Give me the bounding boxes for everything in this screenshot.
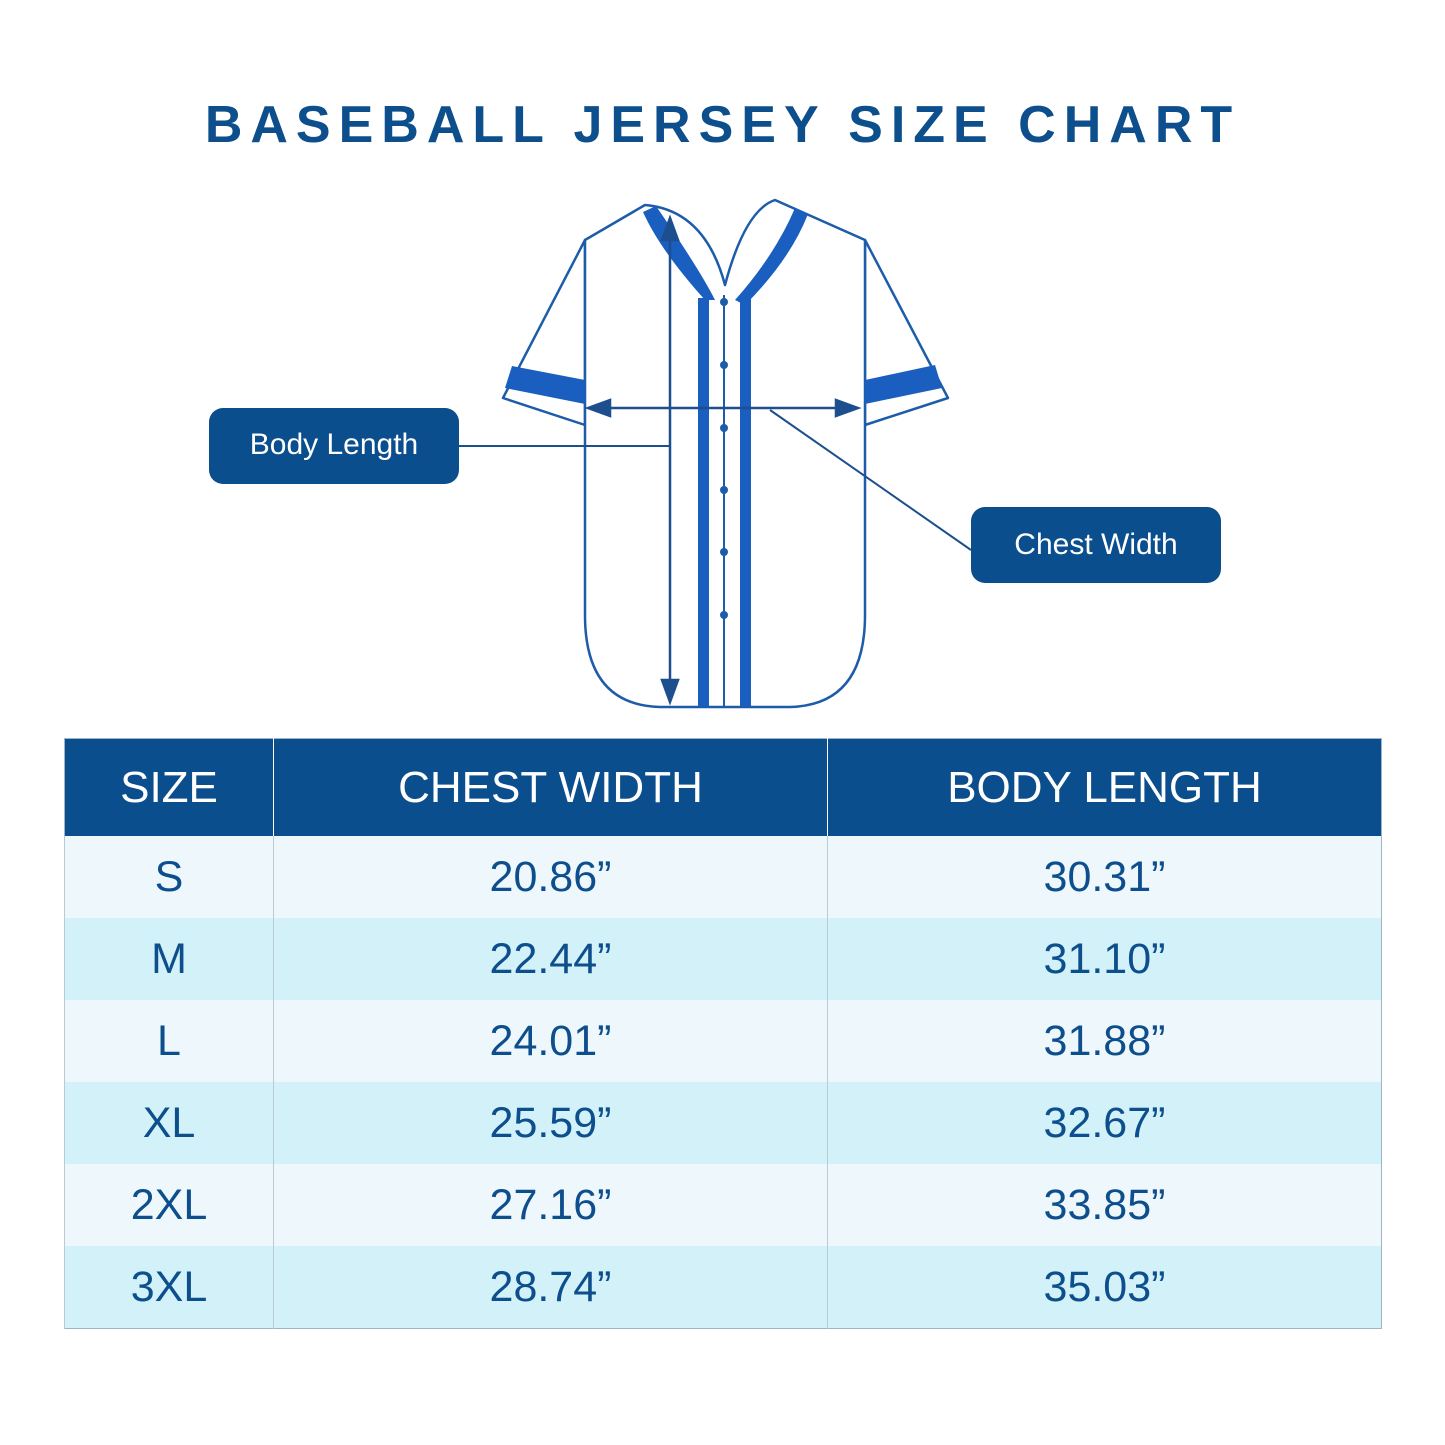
chest-width-label: Chest Width [1014, 528, 1177, 561]
table-cell: 30.31” [827, 836, 1382, 918]
table-cell: 25.59” [273, 1082, 828, 1164]
table-cell: 3XL [64, 1246, 274, 1329]
header-cell: SIZE [64, 738, 274, 836]
table-row: S 20.86” 30.31” [64, 836, 1382, 918]
table-cell: 20.86” [273, 836, 828, 918]
jersey-diagram: Body Length Chest Width [209, 198, 1221, 709]
table-cell: M [64, 918, 274, 1000]
table-cell: 31.88” [827, 1000, 1382, 1082]
table-cell: L [64, 1000, 274, 1082]
table-cell: 27.16” [273, 1164, 828, 1246]
table-cell: 2XL [64, 1164, 274, 1246]
body-length-label: Body Length [250, 428, 418, 461]
size-table: SIZE CHEST WIDTH BODY LENGTH S 20.86” 30.31”… [64, 738, 1382, 1329]
header-cell: BODY LENGTH [827, 738, 1382, 836]
table-row: M 22.44” 31.10” [64, 918, 1382, 1000]
header-cell: CHEST WIDTH [273, 738, 828, 836]
table-row: 2XL 27.16” 33.85” [64, 1164, 1382, 1246]
label-box [971, 507, 1221, 583]
table-cell: XL [64, 1082, 274, 1164]
table-row: XL 25.59” 32.67” [64, 1082, 1382, 1164]
title: BASEBALL JERSEY SIZE CHART [204, 96, 1241, 154]
table-cell: 31.10” [827, 918, 1382, 1000]
table-cell: 32.67” [827, 1082, 1382, 1164]
header-row: SIZE CHEST WIDTH BODY LENGTH [64, 738, 1382, 836]
label-box [209, 408, 459, 484]
table-cell: 24.01” [273, 1000, 828, 1082]
table-cell: S [64, 836, 274, 918]
table-row: 3XL 28.74” 35.03” [64, 1246, 1382, 1329]
table-cell: 33.85” [827, 1164, 1382, 1246]
table-cell: 35.03” [827, 1246, 1382, 1329]
table-cell: 22.44” [273, 918, 828, 1000]
table-cell: 28.74” [273, 1246, 828, 1329]
table-row: L 24.01” 31.88” [64, 1000, 1382, 1082]
